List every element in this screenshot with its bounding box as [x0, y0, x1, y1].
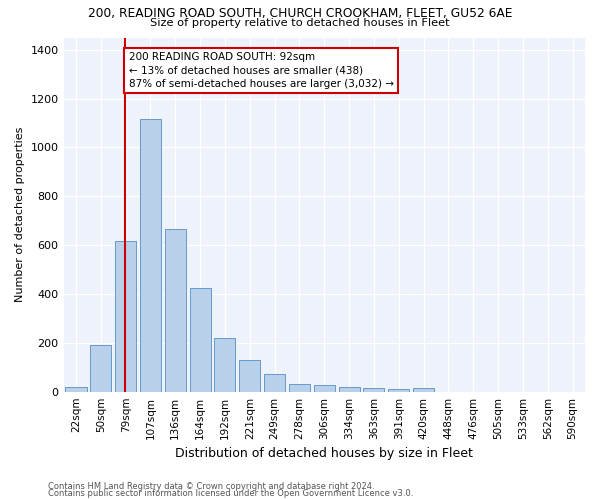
Bar [140, 118, 161, 392]
Bar [314, 385, 335, 392]
Bar [413, 388, 434, 392]
Bar [90, 344, 112, 392]
Bar [190, 288, 211, 392]
Bar [239, 360, 260, 392]
Bar [289, 384, 310, 392]
Bar [388, 388, 409, 392]
Text: Contains HM Land Registry data © Crown copyright and database right 2024.: Contains HM Land Registry data © Crown c… [48, 482, 374, 491]
Text: Contains public sector information licensed under the Open Government Licence v3: Contains public sector information licen… [48, 489, 413, 498]
Bar [264, 374, 285, 392]
Bar [65, 388, 86, 392]
Text: 200 READING ROAD SOUTH: 92sqm
← 13% of detached houses are smaller (438)
87% of : 200 READING ROAD SOUTH: 92sqm ← 13% of d… [128, 52, 394, 88]
Bar [364, 388, 385, 392]
Y-axis label: Number of detached properties: Number of detached properties [15, 127, 25, 302]
Text: Size of property relative to detached houses in Fleet: Size of property relative to detached ho… [150, 18, 450, 28]
Text: 200, READING ROAD SOUTH, CHURCH CROOKHAM, FLEET, GU52 6AE: 200, READING ROAD SOUTH, CHURCH CROOKHAM… [88, 8, 512, 20]
Bar [115, 242, 136, 392]
Bar [165, 229, 186, 392]
Bar [338, 387, 359, 392]
Bar [214, 338, 235, 392]
X-axis label: Distribution of detached houses by size in Fleet: Distribution of detached houses by size … [175, 447, 473, 460]
